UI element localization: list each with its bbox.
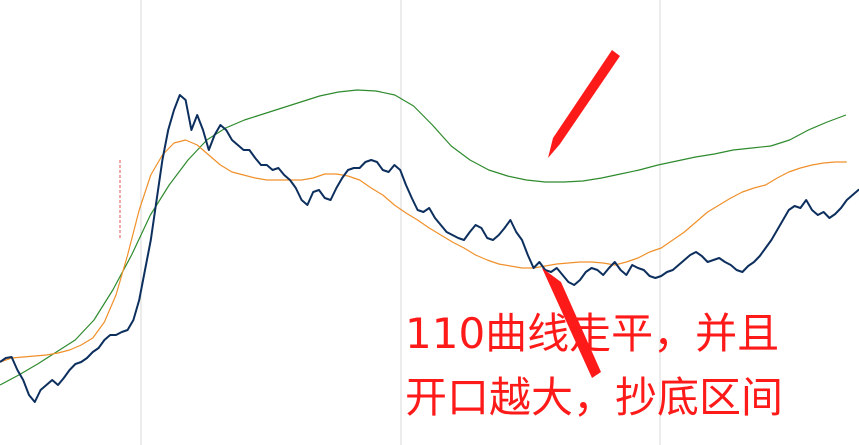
arrow-lower [542, 268, 601, 378]
annotation-line-1: 110曲线走平，并且 [405, 309, 779, 358]
grid [140, 0, 661, 445]
series-line-price [0, 94, 859, 403]
annotation-text: 110曲线走平，并且 开口越大，抄底区间 [405, 309, 783, 422]
annotation-arrows [542, 50, 620, 378]
series-line-ma-orange [0, 139, 847, 363]
annotation-line-2: 开口越大，抄底区间 [405, 373, 783, 422]
series-layer [0, 89, 859, 403]
arrow-upper [548, 50, 620, 158]
series-line-ma-green [0, 89, 847, 386]
